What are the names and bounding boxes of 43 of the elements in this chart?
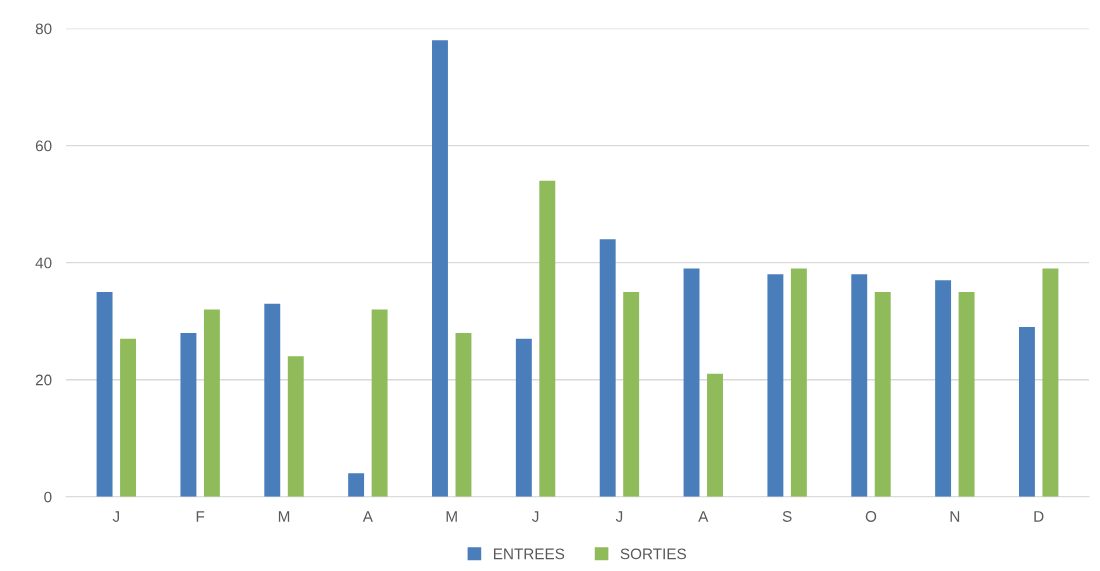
x-tick-label: J [112,511,119,522]
legend-label: ENTREES [494,548,565,560]
bar [683,268,700,497]
y-tick-label: 60 [35,140,52,152]
bar [599,239,616,497]
bar [623,291,640,497]
bar [767,274,784,497]
legend-label: SORTIES [620,548,686,560]
x-tick-label: S [782,511,792,522]
bar [96,291,113,497]
bar [180,332,197,497]
bar [432,40,448,497]
y-tick-label: 20 [35,374,52,386]
bar [348,473,365,497]
x-tick-label: J [531,511,539,522]
bar [1042,268,1059,497]
y-tick-label: 0 [44,491,52,503]
x-tick-label: O [865,511,877,522]
x-tick-label: A [698,511,709,522]
bar [851,274,868,497]
x-tick-label: M [278,511,290,522]
bar [455,332,472,497]
bar [874,291,891,497]
bar [371,309,388,497]
bar [120,338,137,497]
y-tick-label: 80 [35,23,52,35]
x-tick-label: D [1034,511,1044,522]
bar [707,373,723,497]
x-tick-label: A [362,511,373,522]
bar [1018,327,1035,497]
bar [539,180,556,497]
bar [203,309,220,497]
x-tick-label: M [446,511,457,522]
x-tick-label: F [196,511,205,522]
y-tick-label: 40 [35,257,52,269]
x-tick-label: N [950,511,960,522]
bar [264,303,281,497]
bar [790,268,807,497]
bar [958,291,975,497]
bar [515,338,532,497]
bar [935,280,952,497]
bar [287,356,304,497]
x-tick-label: J [615,511,623,522]
